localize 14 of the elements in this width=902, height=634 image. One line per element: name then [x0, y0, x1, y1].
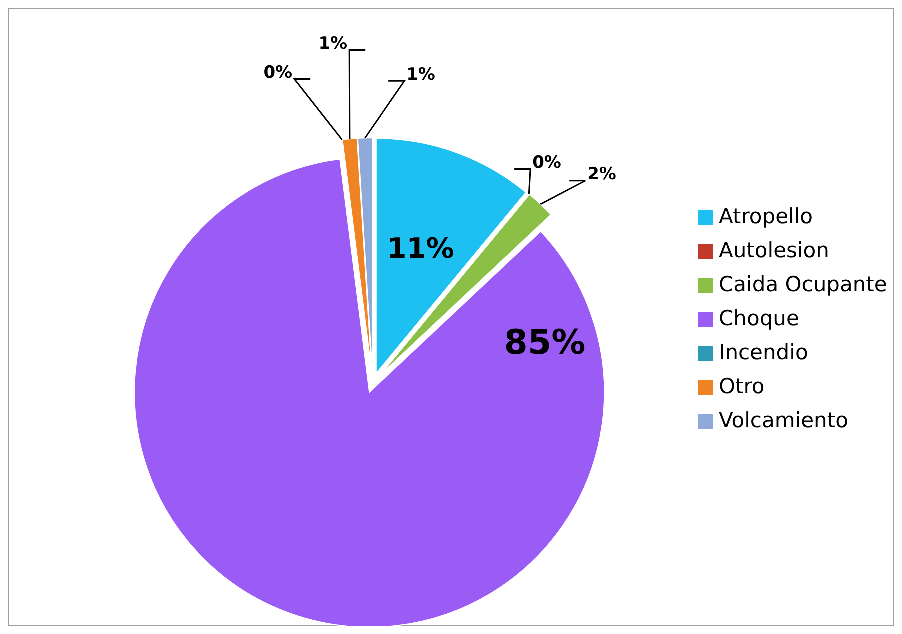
data-label: 11%	[387, 232, 454, 265]
data-label: 1%	[318, 34, 348, 54]
data-label: 2%	[588, 164, 616, 185]
legend-label: Autolesion	[719, 238, 830, 263]
text: 0%	[264, 62, 293, 83]
legend-label: Incendio	[719, 340, 808, 365]
legend-label: Atropello	[719, 204, 814, 229]
data-label: 85%	[504, 322, 586, 363]
legend-label: Otro	[719, 374, 765, 399]
text: 0%	[532, 152, 562, 173]
legend-label: Choque	[719, 306, 800, 331]
data-label: 1%	[406, 64, 436, 85]
legend-label: Caida Ocupante	[719, 272, 888, 297]
legend-label: Volcamiento	[719, 408, 848, 433]
